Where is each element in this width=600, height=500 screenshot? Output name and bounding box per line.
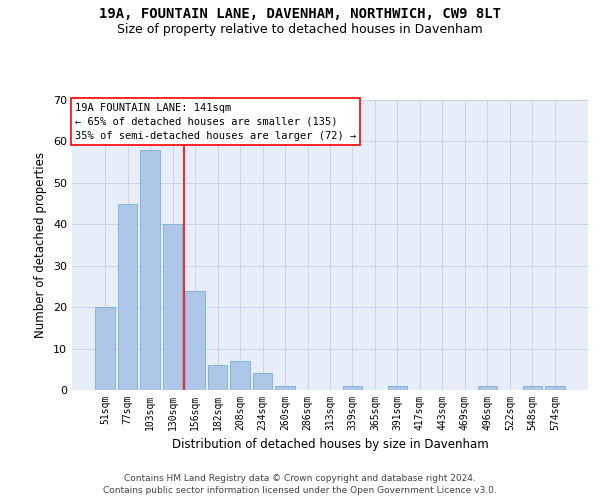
Text: Size of property relative to detached houses in Davenham: Size of property relative to detached ho…: [117, 22, 483, 36]
Bar: [478, 386, 497, 390]
Bar: [208, 365, 227, 390]
Bar: [185, 290, 205, 390]
Text: Contains HM Land Registry data © Crown copyright and database right 2024.
Contai: Contains HM Land Registry data © Crown c…: [103, 474, 497, 495]
Bar: [388, 386, 407, 390]
Bar: [253, 374, 272, 390]
X-axis label: Distribution of detached houses by size in Davenham: Distribution of detached houses by size …: [172, 438, 488, 452]
Bar: [343, 386, 362, 390]
Bar: [230, 361, 250, 390]
Bar: [140, 150, 160, 390]
Text: 19A FOUNTAIN LANE: 141sqm
← 65% of detached houses are smaller (135)
35% of semi: 19A FOUNTAIN LANE: 141sqm ← 65% of detac…: [75, 102, 356, 141]
Bar: [95, 307, 115, 390]
Y-axis label: Number of detached properties: Number of detached properties: [34, 152, 47, 338]
Bar: [523, 386, 542, 390]
Bar: [118, 204, 137, 390]
Bar: [275, 386, 295, 390]
Bar: [545, 386, 565, 390]
Bar: [163, 224, 182, 390]
Text: 19A, FOUNTAIN LANE, DAVENHAM, NORTHWICH, CW9 8LT: 19A, FOUNTAIN LANE, DAVENHAM, NORTHWICH,…: [99, 8, 501, 22]
